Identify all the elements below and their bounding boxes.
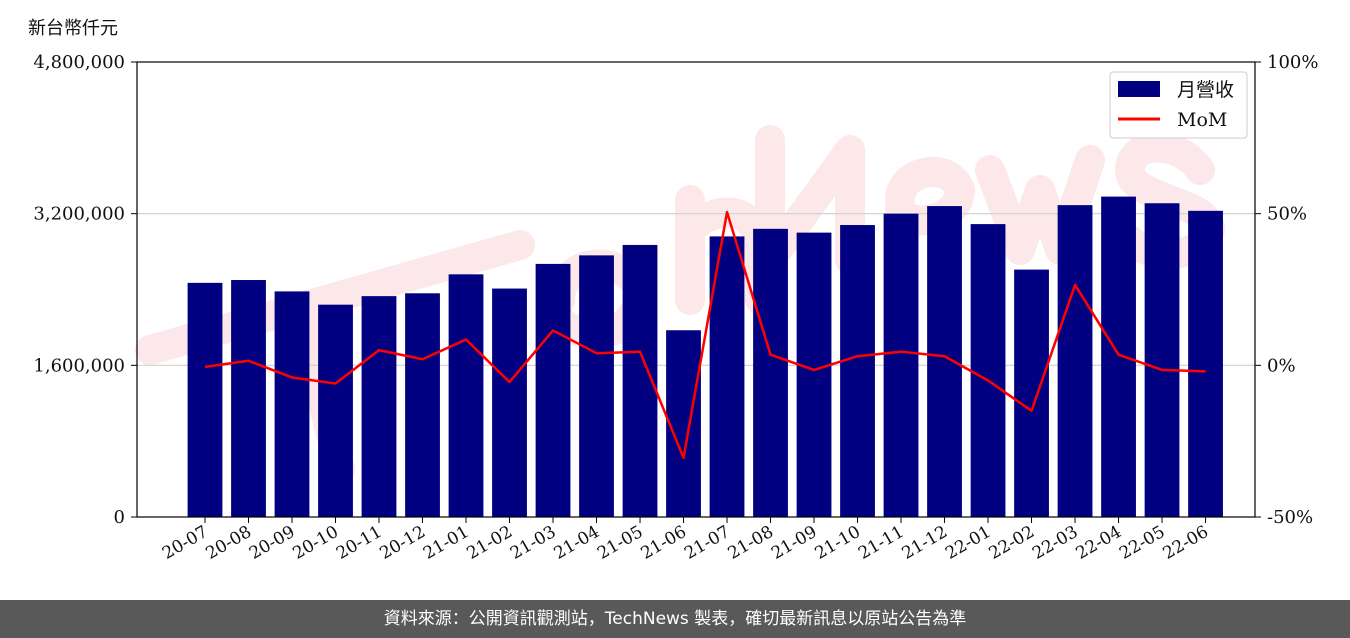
legend-label-mom: MoM xyxy=(1177,109,1227,131)
chart: 0 1,600,000 3,200,000 4,800,000 -50% 0% 50% 10… xyxy=(33,52,1318,564)
revenue-bar xyxy=(1057,205,1093,517)
mom-line-series xyxy=(204,210,1206,460)
source-footer: 資料來源：公開資訊觀測站，TechNews 製表，確切最新訊息以原站公告為準 xyxy=(0,600,1350,638)
revenue-bar xyxy=(318,304,353,517)
legend-label-revenue: 月營收 xyxy=(1177,79,1234,101)
x-tick-label: 22-06 xyxy=(1160,522,1212,564)
left-y-tick-label: 3,200,000 xyxy=(33,204,125,225)
legend: 月營收 MoM xyxy=(1109,71,1248,139)
revenue-bar xyxy=(666,330,701,517)
x-tick-label: 22-03 xyxy=(1029,522,1081,564)
x-tick-label: 22-02 xyxy=(986,522,1038,564)
x-tick-label: 22-01 xyxy=(942,522,994,564)
x-tick-label: 21-12 xyxy=(899,522,951,564)
x-tick-label: 21-04 xyxy=(551,522,603,564)
revenue-bar xyxy=(1144,203,1180,518)
x-tick-label: 21-09 xyxy=(768,522,820,564)
x-tick-label: 20-11 xyxy=(333,522,385,564)
revenue-bar xyxy=(274,291,310,517)
revenue-bar xyxy=(927,206,962,518)
right-y-tick-label: 0% xyxy=(1267,355,1296,376)
x-tick-label: 21-07 xyxy=(681,522,733,564)
x-tick-label: 21-01 xyxy=(420,522,472,564)
revenue-bar xyxy=(231,280,266,517)
x-tick-label: 20-12 xyxy=(377,522,429,564)
right-y-tick-label: 100% xyxy=(1267,52,1318,73)
x-tick-label: 21-10 xyxy=(812,522,864,564)
left-y-axis: 0 1,600,000 3,200,000 4,800,000 xyxy=(33,52,137,528)
revenue-bar xyxy=(883,213,919,517)
x-tick-label: 21-08 xyxy=(725,522,777,564)
x-tick-label: 21-06 xyxy=(638,522,690,564)
mom-line xyxy=(204,210,1206,460)
x-tick-label: 21-11 xyxy=(855,522,907,564)
revenue-bar xyxy=(970,224,1006,517)
revenue-bar xyxy=(492,288,527,517)
revenue-bar xyxy=(1188,210,1223,517)
legend-bar-swatch xyxy=(1118,81,1160,97)
x-tick-label: 21-02 xyxy=(464,522,516,564)
right-y-axis: -50% 0% 50% 100% xyxy=(1255,52,1318,528)
left-y-tick-label: 0 xyxy=(114,507,125,528)
x-tick-label: 22-04 xyxy=(1073,522,1125,564)
revenue-bar xyxy=(840,225,875,517)
revenue-bar xyxy=(753,228,788,518)
x-tick-label: 20-10 xyxy=(290,522,342,564)
revenue-bar xyxy=(535,263,571,517)
revenue-bars xyxy=(187,196,1223,518)
x-tick-label: 21-05 xyxy=(594,522,646,564)
x-tick-label: 20-07 xyxy=(159,522,211,564)
revenue-bar xyxy=(796,232,832,517)
right-y-tick-label: 50% xyxy=(1267,204,1307,225)
revenue-bar xyxy=(579,255,614,517)
plot-frame xyxy=(136,61,1256,518)
y-axis-unit-label: 新台幣仟元 xyxy=(28,18,118,39)
revenue-bar xyxy=(187,282,223,517)
left-y-tick-label: 1,600,000 xyxy=(33,355,125,376)
x-axis: 20-0720-0820-0920-1020-1120-1221-0121-02… xyxy=(159,517,1212,564)
right-y-tick-label: -50% xyxy=(1267,507,1313,528)
x-tick-label: 20-08 xyxy=(203,522,255,564)
x-tick-label: 21-03 xyxy=(507,522,559,564)
revenue-bar xyxy=(1014,269,1049,517)
revenue-bar xyxy=(405,293,440,517)
revenue-bar xyxy=(1101,196,1136,517)
x-tick-label: 20-09 xyxy=(246,522,298,564)
x-tick-label: 22-05 xyxy=(1116,522,1168,564)
revenue-bar xyxy=(361,296,397,517)
revenue-bar xyxy=(448,274,484,517)
left-y-tick-label: 4,800,000 xyxy=(33,52,125,73)
